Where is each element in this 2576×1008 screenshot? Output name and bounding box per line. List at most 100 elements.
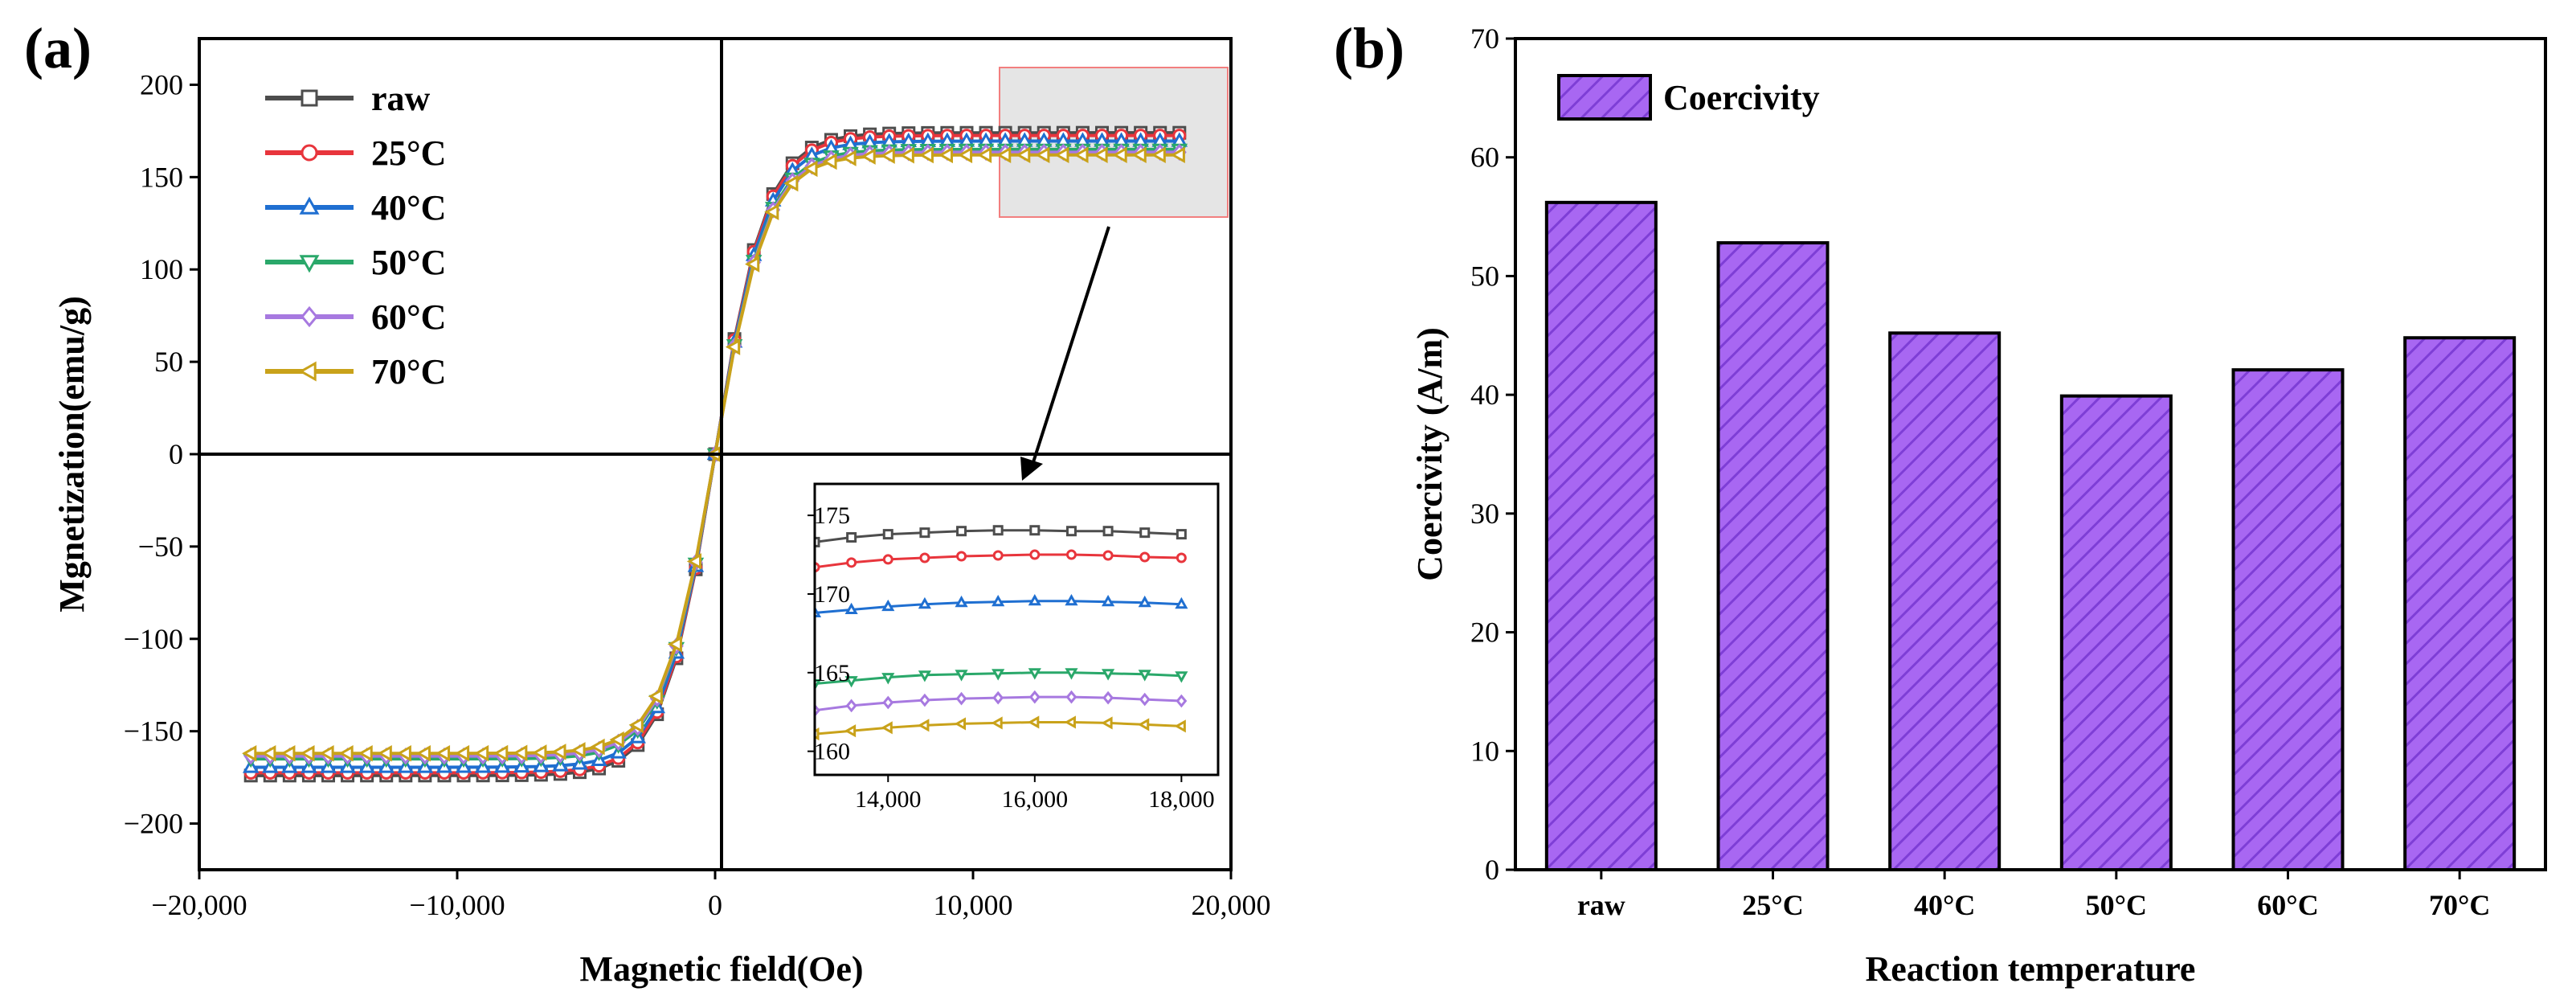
inset-series-60c: [815, 690, 1188, 718]
inset-y-tick-label: 175: [814, 502, 850, 529]
x-tick-label: 0: [708, 889, 722, 921]
inset-data-point: [918, 719, 930, 732]
inset-data-point: [955, 691, 967, 706]
legend-marker-25c: [301, 144, 318, 162]
bar-40c: [1888, 331, 2002, 871]
legend-marker-60c: [301, 305, 318, 328]
data-point: [841, 150, 857, 166]
inset-data-point: [1029, 549, 1041, 560]
y-tick-label: 0: [169, 438, 183, 470]
legend-label-25c: 25°C: [371, 133, 446, 173]
inset-data-point: [1139, 692, 1151, 707]
bar-70c: [2403, 336, 2517, 871]
inset-plot: 14,000 16,000 18,000 160 165 170 175: [808, 482, 1220, 813]
inset-data-point: [956, 551, 967, 562]
inset-data-point: [1174, 719, 1186, 733]
data-point: [1035, 146, 1050, 164]
panel-a-y-axis-label: Mgnetization(emu/g): [52, 296, 92, 612]
inset-series-raw: [815, 525, 1187, 547]
legend-marker-70c: [298, 361, 317, 382]
inset-data-point: [992, 594, 1005, 607]
inset-data-point: [1138, 670, 1151, 682]
data-point: [551, 744, 566, 760]
inset-data-point: [955, 670, 968, 682]
data-point: [822, 153, 837, 170]
inset-series-25c: [815, 549, 1187, 573]
inset-data-point: [992, 550, 1004, 561]
data-point: [745, 256, 760, 272]
inset-data-point: [918, 596, 931, 609]
y-tick-label: 20: [1470, 617, 1499, 649]
data-point: [938, 146, 953, 164]
inset-data-point: [1065, 593, 1078, 606]
data-point: [648, 687, 663, 705]
data-point: [415, 744, 431, 762]
panel-b-label: (b): [1334, 16, 1405, 80]
inset-data-point: [845, 699, 857, 713]
inset-data-point: [844, 724, 857, 738]
y-tick-label: −200: [124, 808, 183, 840]
inset-data-point: [844, 602, 858, 615]
legend-label-60c: 60°C: [371, 297, 446, 337]
legend-label-raw: raw: [371, 79, 431, 118]
inset-data-point: [992, 525, 1004, 536]
panel-b-ticks: raw 25°C 40°C 50°C 60°C 70°C 0 10 20 30 40 50 60 70: [1470, 23, 2490, 921]
inset-data-point: [1102, 550, 1114, 561]
bar-50c: [2059, 394, 2173, 871]
inset-data-point: [1102, 594, 1115, 607]
data-point: [570, 742, 586, 759]
data-point: [803, 160, 818, 178]
panel-a-frame: [198, 37, 1233, 871]
data-point: [725, 338, 741, 355]
panel-b-frame: [1514, 37, 2547, 871]
panel-a: (a) −20,000 −10,000 0 10,000 20,000−200−150−…: [24, 16, 1271, 989]
inset-data-point: [956, 526, 967, 537]
legend-marker-raw: [301, 89, 318, 107]
inset-frame: [813, 482, 1220, 776]
data-point: [513, 744, 528, 762]
data-point: [1131, 146, 1147, 164]
data-point: [996, 146, 1012, 164]
zoom-arrow: [1031, 226, 1110, 465]
inset-data-point: [1175, 596, 1188, 609]
inset-data-point: [1028, 668, 1041, 680]
data-point: [435, 744, 451, 762]
data-point: [1112, 146, 1127, 164]
inset-data-point: [954, 717, 967, 731]
data-point: [493, 744, 509, 762]
data-point: [377, 744, 392, 762]
inset-data-point: [1102, 526, 1114, 537]
panel-a-legend: raw 25°C 40°C 50°C 60°C 70°C: [265, 79, 446, 391]
data-point: [1073, 146, 1089, 164]
data-point: [628, 716, 644, 734]
panel-b: (b) raw 25°C 40°C 50°C 60°C 70°C 0 10 20 30 40 50 60…: [1334, 16, 2547, 989]
inset-data-point: [1028, 593, 1041, 606]
inset-data-point: [1065, 549, 1077, 560]
data-point: [300, 744, 315, 762]
data-point: [957, 146, 973, 164]
bar-raw: [1544, 200, 1658, 872]
y-tick-label: 10: [1470, 735, 1499, 767]
inset-data-point: [1176, 529, 1187, 540]
x-tick-label: −20,000: [151, 889, 247, 921]
y-tick-label: −150: [124, 715, 183, 748]
series-70c: [242, 146, 1185, 762]
inset-data-point: [1139, 551, 1151, 563]
data-point: [861, 148, 876, 165]
panel-b-y-axis-label: Coercivity (A/m): [1410, 327, 1450, 581]
inset-series-40c: [815, 593, 1188, 617]
data-point: [1093, 146, 1108, 164]
inset-data-point: [882, 554, 893, 565]
inset-data-point: [918, 693, 930, 707]
y-tick-label: 50: [154, 346, 183, 378]
bar-60c: [2231, 368, 2345, 871]
x-tick-label: 10,000: [934, 889, 1013, 921]
data-point: [532, 744, 547, 761]
inset-data-point: [1065, 668, 1078, 680]
panel-b-bars: [1544, 200, 2517, 872]
data-point: [976, 146, 992, 164]
inset-data-point: [1175, 671, 1188, 683]
inset-data-point: [1137, 718, 1150, 731]
x-tick-label-60c: 60°C: [2257, 889, 2318, 921]
data-point: [590, 738, 605, 756]
